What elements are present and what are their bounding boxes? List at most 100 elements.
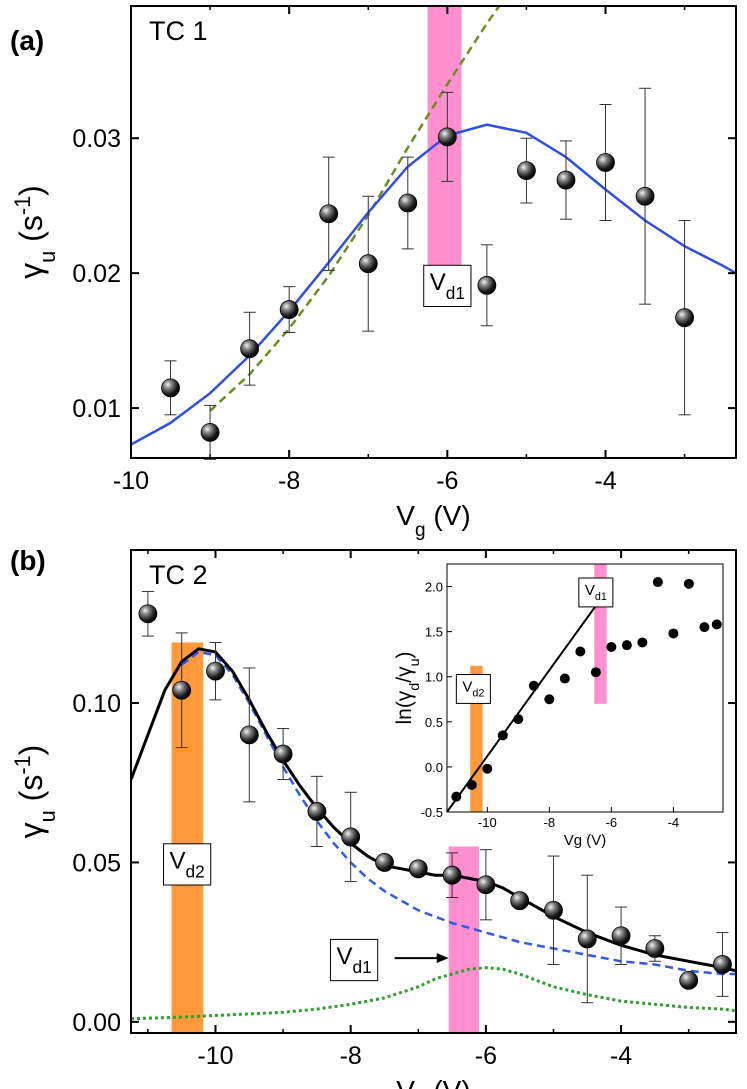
data-point <box>239 725 259 745</box>
band-label-vd2-text: Vd2 <box>169 848 204 881</box>
x-tick-label: -6 <box>436 467 458 495</box>
band-vd2 <box>171 642 204 1033</box>
band-label-vd1: Vd1 <box>329 938 379 982</box>
y-axis-label-part-3: -1 <box>10 755 35 774</box>
y-axis-label: γu (s-1) <box>10 185 60 279</box>
data-point <box>375 853 394 872</box>
data-point <box>200 422 220 442</box>
y-tick-label: 0.01 <box>72 395 121 423</box>
band-vd1 <box>427 6 462 307</box>
inset-y-axis-label-part-1: d <box>407 683 423 691</box>
fit-group <box>131 647 736 1021</box>
inset-x-tick-label: -6 <box>606 815 618 830</box>
inset-data-point <box>544 694 555 705</box>
inset-data-point <box>528 680 539 691</box>
data-point <box>138 604 158 624</box>
x-axis-label: Vg (V) <box>396 1075 470 1089</box>
inset-data-point <box>683 578 694 589</box>
inset-y-tick-label: 1.0 <box>425 670 443 685</box>
data-point <box>442 865 462 885</box>
inset-x-tick-label: -10 <box>478 815 497 830</box>
data-point <box>713 955 732 974</box>
data-point <box>517 161 536 181</box>
x-axis-label: Vg (V) <box>396 500 470 541</box>
data-point <box>477 275 497 295</box>
x-axis-label-part-2: (V) <box>426 500 471 531</box>
y-tick-label: 0.05 <box>72 849 121 877</box>
inset-points <box>451 577 722 802</box>
inset-data-point <box>559 673 570 684</box>
data-point <box>398 193 418 213</box>
panel-a-plot: Vd1 -10 -8 -6 -4 0.01 0.02 0.03 TC 1 Vg (V) γu (s-… <box>10 5 737 541</box>
y-axis-label-part-2: (s <box>13 775 49 811</box>
plot-frame <box>130 549 737 1034</box>
inset-tick-group: -10 -8 -6 -4 -0.5 0.0 0.5 1.0 1.5 2.0 <box>421 580 680 830</box>
inset-band-label-vd1-text: Vd1 <box>585 582 607 603</box>
fit-dotted-line <box>131 966 736 1021</box>
y-axis-label-part-4: ) <box>13 185 49 196</box>
data-point <box>408 859 428 879</box>
x-axis-label-part-0: V <box>396 1075 415 1089</box>
data-point <box>273 744 293 764</box>
panel-a-label: (a) <box>10 25 44 56</box>
inset-y-axis-label-part-0: ln(γ <box>393 690 416 724</box>
panel-title: TC 2 <box>149 560 208 590</box>
band-group <box>427 6 462 307</box>
plot-frame <box>130 5 737 459</box>
inset-y-tick-label: 1.5 <box>425 625 443 640</box>
band-group <box>171 642 480 1033</box>
data-point <box>172 680 192 700</box>
panel-title: TC 1 <box>149 16 208 46</box>
inset-data-point <box>513 714 524 725</box>
inset-band-label-vd1-main: V <box>585 582 595 599</box>
inset-data-point <box>497 730 508 741</box>
x-tick-label: -6 <box>475 1042 497 1070</box>
band-label-vd1-sub: d1 <box>352 957 371 977</box>
data-point <box>635 186 655 206</box>
x-tick-label: -8 <box>278 467 300 495</box>
inset-band-label-vd1-sub: d1 <box>595 591 607 603</box>
data-point <box>279 300 299 319</box>
data-point <box>206 661 225 681</box>
x-axis-label-part-1: g <box>415 520 426 541</box>
inset-data-point <box>451 791 462 802</box>
data-point <box>240 339 260 359</box>
inset-data-point <box>621 640 632 651</box>
inset-y-axis-label-part-2: /γ <box>393 666 416 683</box>
inset-band-label-vd1: Vd1 <box>578 577 614 608</box>
tick-group: -10 -8 -6 -4 0.01 0.02 0.03 <box>72 6 736 495</box>
y-axis-label-part-0: γ <box>13 263 49 279</box>
inset-frame <box>446 563 724 813</box>
inset-band-label-vd2-text: Vd2 <box>462 679 484 700</box>
inset-y-tick-label: 0.0 <box>425 760 443 775</box>
panel-b-label: (b) <box>10 545 46 576</box>
band-label-vd1-sub: d1 <box>446 283 465 303</box>
x-tick-label: -8 <box>340 1042 362 1070</box>
band-label-vd1-main: V <box>430 269 446 296</box>
data-point <box>675 308 694 328</box>
fit-dashed-line <box>180 650 736 976</box>
band-label-vd1-box <box>423 264 472 308</box>
data-points <box>161 87 694 460</box>
x-axis-label-part-0: V <box>396 500 415 531</box>
band-label-vd1-main: V <box>336 943 352 970</box>
band-label-vd1-text: Vd1 <box>336 943 371 976</box>
band-label-vd2-box <box>162 843 212 886</box>
fit-solid-line <box>131 647 736 973</box>
data-point <box>577 929 597 949</box>
y-tick-label: 0.02 <box>72 260 121 288</box>
inset-band-label-vd2-main: V <box>462 679 472 696</box>
inset-data-point <box>575 646 586 657</box>
y-axis-label-part-4: ) <box>13 745 49 756</box>
inset-data-point <box>699 622 710 633</box>
data-point <box>679 970 699 990</box>
band-label-vd1-text: Vd1 <box>430 269 465 302</box>
inset-data-point <box>711 619 722 630</box>
data-point <box>596 153 615 172</box>
data-point <box>307 802 327 821</box>
inset-band-label-vd2: Vd2 <box>455 674 491 704</box>
inset-data-point <box>668 628 679 639</box>
inset-data-point <box>637 637 648 648</box>
